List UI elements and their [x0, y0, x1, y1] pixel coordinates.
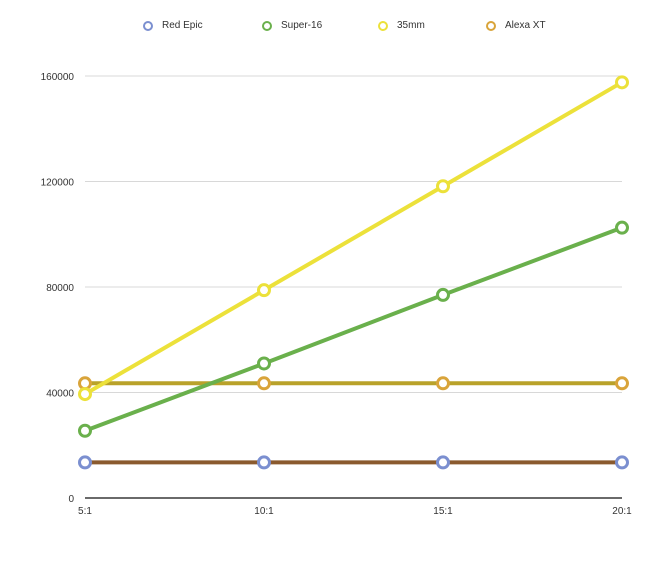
data-point-marker: [436, 376, 450, 391]
legend-item-super-16[interactable]: Super-16: [262, 20, 322, 31]
legend-marker-icon: [378, 20, 388, 31]
legend-item-red-epic[interactable]: Red Epic: [143, 20, 203, 31]
legend-item-alexa-xt[interactable]: Alexa XT: [486, 20, 546, 31]
legend-marker-icon: [143, 20, 153, 31]
legend-label: 35mm: [397, 20, 425, 31]
legend-marker-icon: [486, 20, 496, 31]
data-point-marker: [257, 283, 271, 298]
data-point-marker: [257, 376, 271, 391]
data-point-marker: [78, 423, 92, 438]
legend-marker-icon: [262, 20, 272, 31]
data-point-marker: [615, 455, 629, 470]
y-tick-label: 40000: [46, 389, 74, 400]
series-line-super-16: [84, 225, 623, 433]
data-point-marker: [436, 179, 450, 194]
legend-label: Red Epic: [162, 20, 203, 31]
data-point-marker: [78, 387, 92, 402]
legend-label: Super-16: [281, 20, 323, 31]
legend-label: Alexa XT: [505, 20, 546, 31]
x-tick-label: 10:1: [254, 506, 274, 517]
data-point-marker: [436, 287, 450, 302]
data-point-marker: [257, 455, 271, 470]
data-point-marker: [78, 455, 92, 470]
x-tick-label: 20:1: [612, 506, 632, 517]
x-tick-label: 15:1: [433, 506, 453, 517]
y-tick-label: 0: [68, 494, 74, 505]
y-tick-label: 120000: [41, 178, 75, 189]
chart-legend: Red Epic Super-16 35mm Alexa XT: [0, 20, 650, 38]
data-point-marker: [615, 376, 629, 391]
data-point-marker: [615, 75, 629, 90]
legend-item-35mm[interactable]: 35mm: [378, 20, 425, 31]
x-tick-label: 5:1: [78, 506, 92, 517]
y-tick-label: 160000: [41, 72, 75, 83]
series-line-35mm: [83, 80, 624, 396]
y-tick-label: 80000: [46, 283, 74, 294]
data-point-marker: [615, 220, 629, 235]
data-point-marker: [436, 455, 450, 470]
data-point-marker: [257, 356, 271, 371]
